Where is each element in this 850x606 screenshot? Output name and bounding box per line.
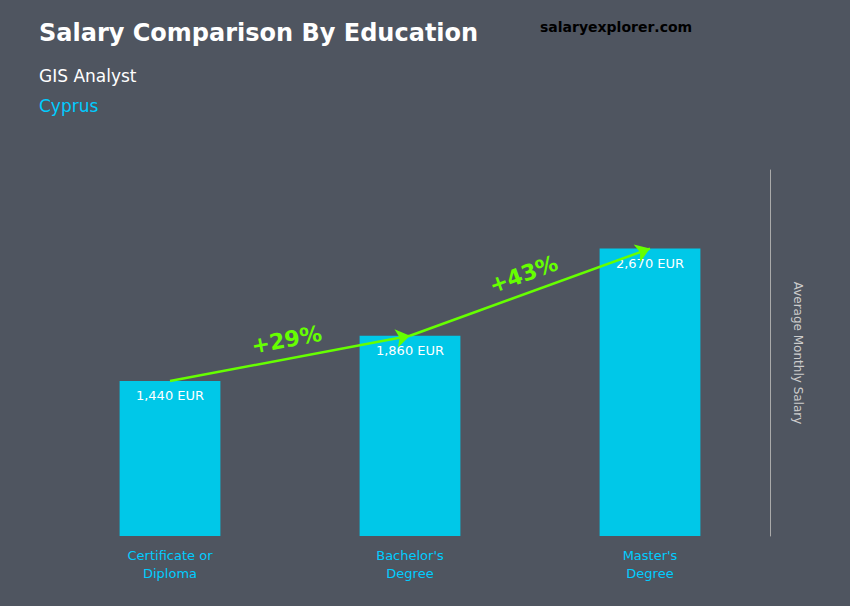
svg-text:+29%: +29% xyxy=(249,321,323,359)
svg-text:.com: .com xyxy=(654,19,692,35)
svg-text:Diploma: Diploma xyxy=(143,566,197,581)
svg-text:1,860 EUR: 1,860 EUR xyxy=(376,343,444,358)
svg-text:1,440 EUR: 1,440 EUR xyxy=(136,388,204,403)
svg-text:Degree: Degree xyxy=(386,566,433,581)
svg-text:+43%: +43% xyxy=(486,250,561,298)
svg-text:Cyprus: Cyprus xyxy=(39,96,98,116)
svg-text:Master's: Master's xyxy=(623,548,678,563)
svg-text:Degree: Degree xyxy=(626,566,673,581)
svg-text:Certificate or: Certificate or xyxy=(128,548,214,563)
svg-text:Salary Comparison By Education: Salary Comparison By Education xyxy=(39,19,478,47)
svg-text:explorer: explorer xyxy=(588,19,654,35)
svg-text:Average Monthly Salary: Average Monthly Salary xyxy=(791,282,805,425)
svg-text:2,670 EUR: 2,670 EUR xyxy=(615,255,685,271)
svg-text:Bachelor's: Bachelor's xyxy=(376,548,444,563)
svg-text:GIS Analyst: GIS Analyst xyxy=(39,66,137,86)
svg-text:salary: salary xyxy=(540,19,588,35)
